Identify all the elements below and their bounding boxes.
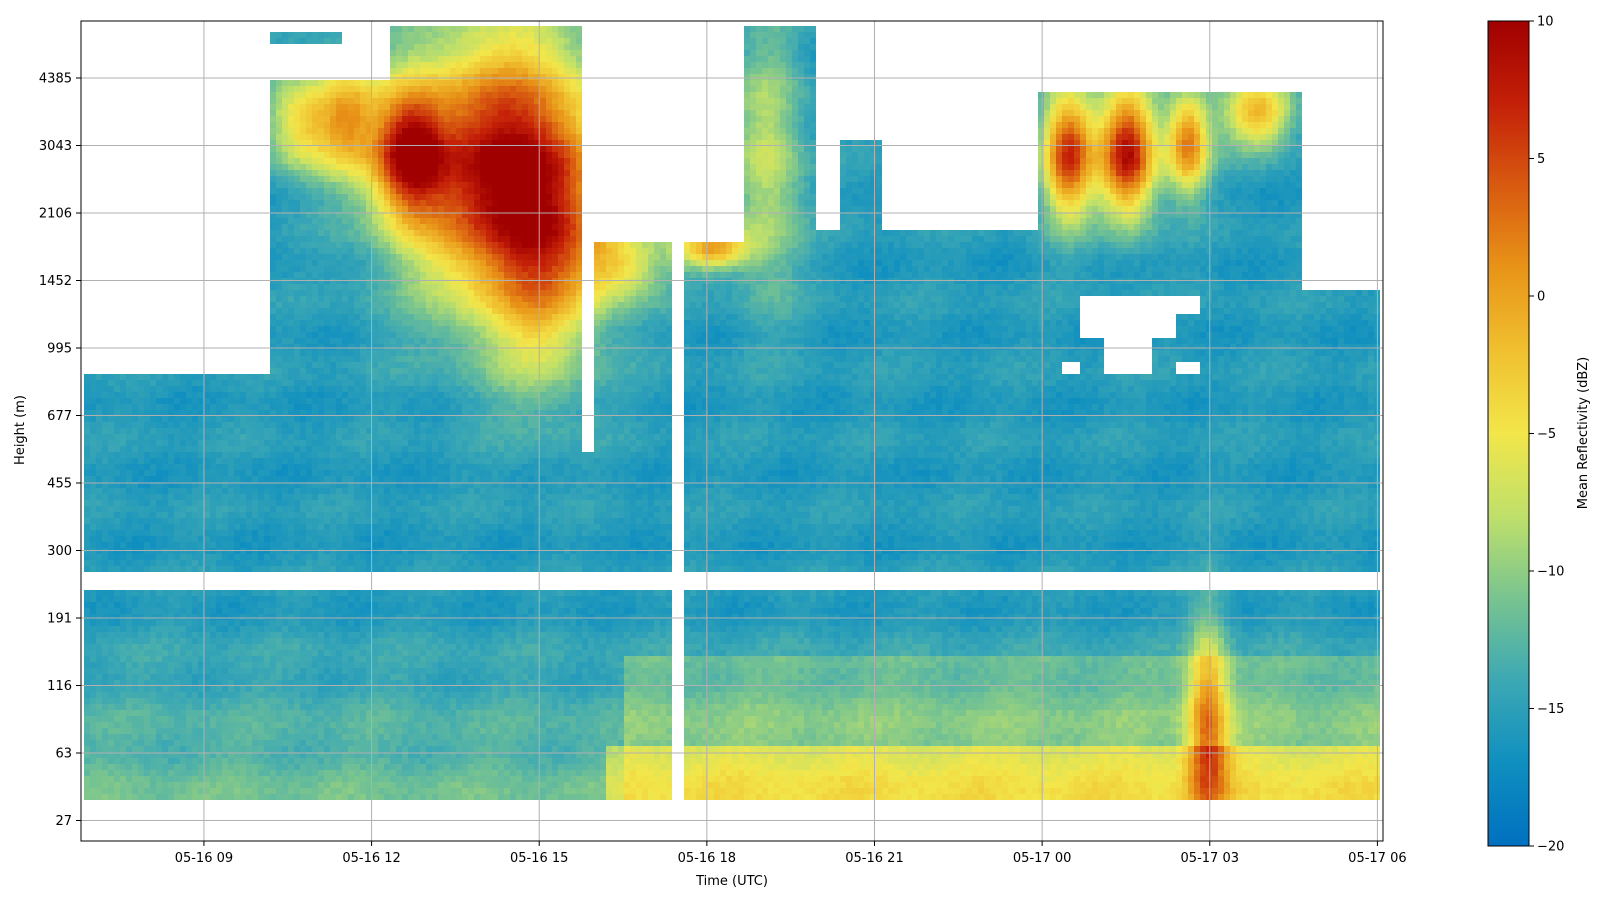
colorbar-tick-label: −20 bbox=[1537, 840, 1564, 855]
x-tick-label: 05-17 06 bbox=[1348, 851, 1406, 866]
colorbar-gradient bbox=[1488, 21, 1529, 846]
plot-area: 27 63 116 191 300 455 677 995 1452 2106 3043 4385 0… bbox=[13, 21, 1407, 889]
y-tick-label: 995 bbox=[47, 342, 72, 357]
y-tick-label: 2106 bbox=[39, 207, 72, 222]
y-tick-label: 63 bbox=[55, 747, 72, 762]
x-axis-title: Time (UTC) bbox=[695, 874, 768, 889]
colorbar-tick-label: 10 bbox=[1537, 15, 1554, 30]
colorbar-tick-label: −15 bbox=[1537, 702, 1564, 717]
x-tick-label: 05-16 21 bbox=[845, 851, 903, 866]
x-tick-label: 05-16 15 bbox=[510, 851, 568, 866]
y-tick-label: 191 bbox=[47, 612, 72, 627]
x-tick-label: 05-16 18 bbox=[678, 851, 736, 866]
y-tick-label: 4385 bbox=[39, 72, 72, 87]
colorbar-tick-label: −5 bbox=[1537, 427, 1556, 442]
colorbar-title: Mean Reflectivity (dBZ) bbox=[1576, 357, 1591, 510]
colorbar-tick-label: 5 bbox=[1537, 152, 1545, 167]
y-tick-label: 300 bbox=[47, 544, 72, 559]
colorbar-tick-label: 0 bbox=[1537, 290, 1545, 305]
y-tick-label: 677 bbox=[47, 409, 72, 424]
reflectivity-figure: 27 63 116 191 300 455 677 995 1452 2106 3043 4385 0… bbox=[0, 0, 1600, 900]
y-axis-title: Height (m) bbox=[13, 395, 28, 465]
y-tick-label: 455 bbox=[47, 477, 72, 492]
y-tick-label: 116 bbox=[47, 679, 72, 694]
y-tick-label: 3043 bbox=[39, 139, 72, 154]
x-tick-label: 05-16 09 bbox=[175, 851, 233, 866]
x-tick-label: 05-17 03 bbox=[1181, 851, 1239, 866]
y-tick-label: 27 bbox=[55, 814, 72, 829]
x-tick-label: 05-17 00 bbox=[1013, 851, 1071, 866]
x-tick-label: 05-16 12 bbox=[342, 851, 400, 866]
colorbar-tick-label: −10 bbox=[1537, 565, 1564, 580]
y-tick-label: 1452 bbox=[39, 274, 72, 289]
